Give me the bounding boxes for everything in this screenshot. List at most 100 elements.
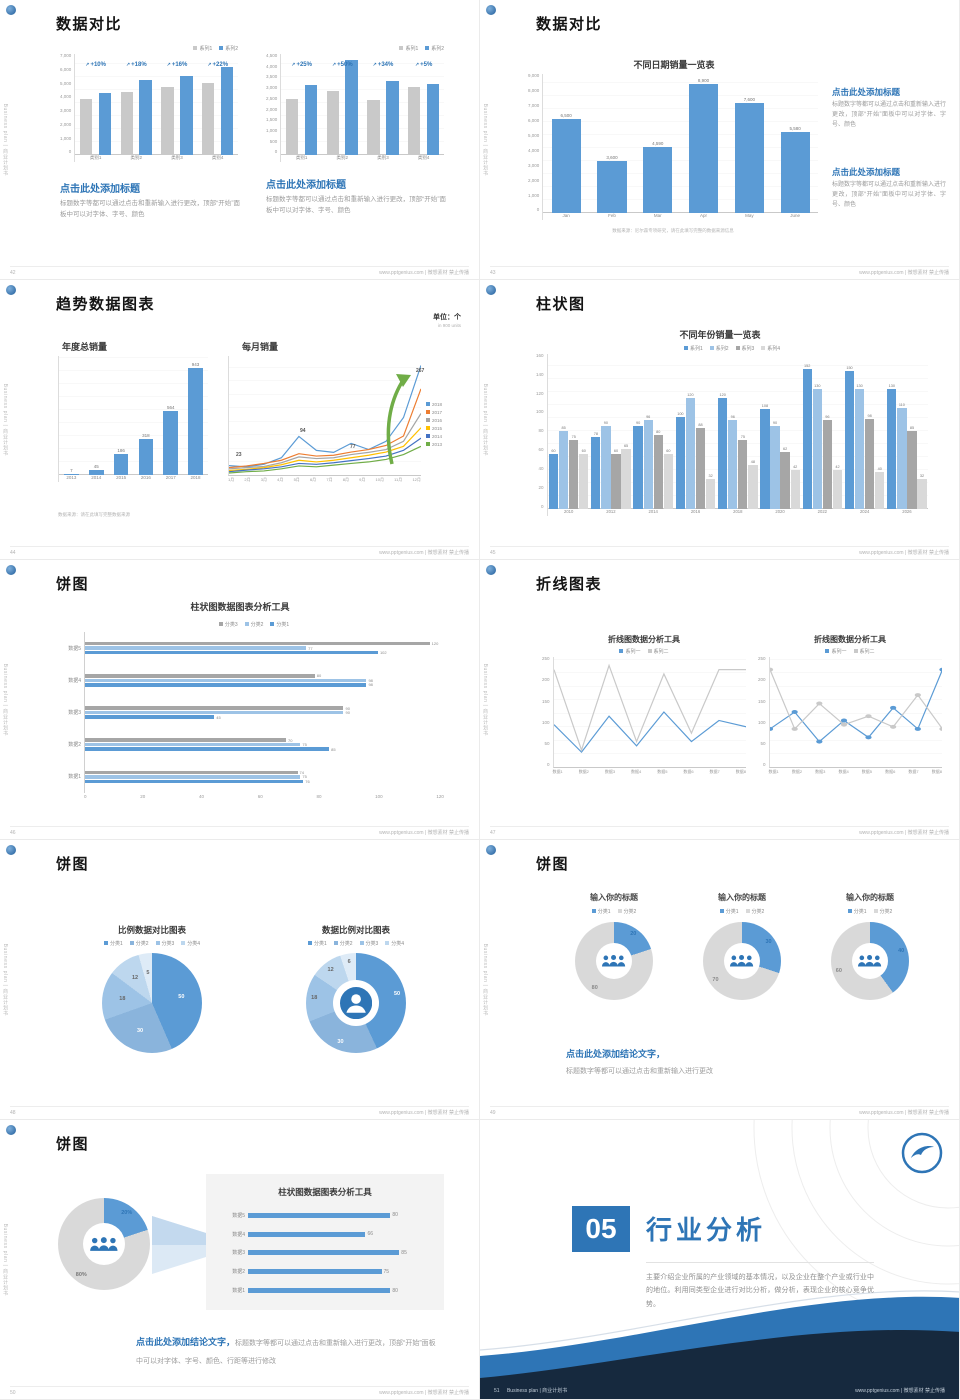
chart-legend: 系列一 系列二 — [619, 647, 669, 655]
slide-48[interactable]: Business plan | 商业计划书 饼图 比例数据对比图表 分类1 分类2… — [0, 840, 480, 1120]
legend-item: 系列1 — [683, 345, 703, 352]
chart-title: 数据比例对比图表 — [321, 925, 390, 935]
value-label: 7 — [70, 468, 73, 474]
category-label: June — [790, 213, 801, 218]
value-label: 70 — [288, 737, 293, 743]
legend-swatch-icon — [193, 46, 198, 50]
axis-tick: 4,000 — [266, 63, 278, 69]
legend-swatch-icon — [359, 941, 364, 945]
bar — [88, 469, 104, 475]
legend-label: 2018 — [431, 401, 442, 407]
bar — [85, 747, 330, 751]
category-label: 数据5 — [68, 645, 81, 652]
chart-title: 不同日期销量一览表 — [633, 60, 715, 70]
donut-chart: 20 80 — [575, 922, 653, 1000]
bar — [854, 389, 865, 509]
legend-label: 分类2 — [623, 908, 637, 915]
axis-tick: 1月 — [228, 477, 235, 482]
category-label: 2020 — [775, 509, 785, 514]
person-icon — [339, 986, 373, 1020]
value-label: 75 — [302, 774, 307, 780]
legend-item: 分类2 — [129, 940, 149, 947]
y-axis: 7,000 6,000 5,000 4,000 3,000 2,000 1,000 0 — [60, 53, 74, 162]
bar — [85, 706, 344, 710]
legend-swatch-icon — [425, 410, 430, 414]
slide-42[interactable]: Business plan | 商业计划书 数据对比 系列1 系列2 7,000 6,… — [0, 0, 480, 280]
category-label: 2018 — [733, 509, 743, 514]
text-block: 点击此处添加标题 标题数字等都可以通过点击和重新输入进行更改，顶部“开始”面板中… — [832, 86, 946, 131]
page-number: 49 — [490, 1109, 496, 1116]
chart-legend: 分类1 分类2 — [719, 907, 764, 915]
axis-tick: 100 — [536, 409, 544, 415]
data-source-note: 数据来源：请在此填写完整数据来源 — [58, 512, 130, 517]
axis-tick: 数据4 — [631, 769, 642, 774]
axis-tick: 数据6 — [885, 769, 896, 774]
category-label: 类别1 — [89, 155, 102, 160]
slide-45[interactable]: Business plan | 商业计划书 柱状图 不同年份销量一览表 系列1 系… — [480, 280, 960, 560]
category-label: 2022 — [817, 509, 827, 514]
legend-item: 分类4 — [181, 940, 200, 947]
bar — [85, 683, 367, 687]
axis-tick: 10月 — [375, 477, 384, 482]
chart-legend: 分类1 分类2 — [591, 907, 637, 922]
category-label: Mar — [653, 213, 662, 218]
slide-47[interactable]: Business plan | 商业计划书 折线图表 折线图数据分析工具 系列一… — [480, 560, 960, 840]
line-chart: 系列一 系列二 250 200 150 100 50 0 数据1 数据2 数据3 数据4 数据5 数据6 数… — [542, 647, 746, 776]
slide-46[interactable]: Business plan | 商业计划书 饼图 柱状图数据图表分析工具 分类3… — [0, 560, 480, 840]
axis-tick: 1,000 — [528, 192, 540, 198]
legend-label: 系列1 — [689, 345, 703, 352]
bar — [770, 425, 780, 509]
page-title: 饼图 — [56, 576, 90, 593]
sidebar-vertical-text: Business plan | 商业计划书 — [2, 663, 8, 736]
legend-swatch-icon — [619, 649, 624, 653]
page-title: 趋势数据图表 — [56, 296, 156, 313]
axis-tick: 4,500 — [266, 53, 278, 58]
bar — [643, 420, 653, 509]
slide-43[interactable]: Business plan | 商业计划书 数据对比 不同日期销量一览表 9,0… — [480, 0, 960, 280]
legend-item: 2017 — [425, 409, 442, 415]
block-heading: 输入你的标题 — [846, 893, 894, 902]
value-label: 85 — [401, 1249, 407, 1256]
donut-chart: 40 60 — [831, 922, 909, 1000]
legend-item: 分类1 — [103, 940, 123, 947]
donut-hole — [82, 1222, 126, 1266]
legend-label: 分类1 — [597, 908, 611, 915]
slide-44[interactable]: Business plan | 商业计划书 趋势数据图表 单位：个 in 900… — [0, 280, 480, 560]
slide-footer: 48 www.pptgenius.com | 微想素材 禁止传播 — [10, 1106, 469, 1116]
donut: 30 70 — [703, 922, 781, 1000]
value-label: 8,900 — [697, 78, 710, 84]
value-label: 90 — [345, 710, 350, 715]
wave-decoration — [480, 1120, 959, 1399]
legend-label: 分类1 — [853, 908, 867, 915]
category-label: 数据1 — [232, 1288, 245, 1295]
page-number: 47 — [490, 829, 496, 836]
slide-49[interactable]: Business plan | 商业计划书 饼图 输入你的标题 分类1 分类2 2… — [480, 840, 960, 1120]
bar — [64, 474, 79, 475]
slice-label: 20 — [630, 931, 637, 938]
slide-50[interactable]: Business plan | 商业计划书 饼图 20% 80% 柱状图数据图表分… — [0, 1120, 480, 1400]
value-label: 90 — [772, 420, 778, 425]
legend-item: 分类2 — [333, 940, 353, 947]
legend-swatch-icon — [399, 46, 404, 50]
slide-51[interactable]: 05 行业分析 主要介绍企业所属的产业领域的基本情况，以及企业在整个产业或行业中… — [480, 1120, 960, 1400]
legend-label: 系列2 — [431, 45, 444, 52]
legend-label: 系列2 — [225, 45, 238, 52]
slide-footer: 43 www.pptgenius.com | 微想素材 禁止传播 — [490, 266, 949, 276]
grouped-bar-chart: 系列1 系列2 4,500 4,000 3,500 3,000 2,500 2,000 1,50… — [266, 44, 444, 162]
value-label: 66 — [367, 1231, 374, 1238]
section-number: 05 — [572, 1206, 630, 1252]
page-title: 折线图表 — [536, 576, 603, 593]
slice-label: 60 — [835, 968, 842, 975]
value-label: 7,600 — [743, 96, 755, 102]
legend-item: 分类1 — [719, 908, 739, 915]
legend-label: 2017 — [431, 409, 442, 415]
bar — [569, 439, 579, 509]
value-label: 32 — [919, 474, 925, 479]
delta-label: +50% — [332, 62, 353, 68]
donut-chart-block: 输入你的标题 分类1 分类2 40 60 — [820, 892, 920, 1000]
block-body: 标题数字等都可以通过点击和重新输入进行更改，顶部“开始”面板中可以对字体、字号、… — [832, 182, 947, 208]
slice-label: 18 — [119, 995, 126, 1002]
bar — [85, 650, 378, 655]
grouped-bar-chart: 系列1 系列2 7,000 6,000 5,000 4,000 3,000 2,000 1,00… — [60, 44, 238, 162]
value-label: 98 — [368, 677, 373, 683]
